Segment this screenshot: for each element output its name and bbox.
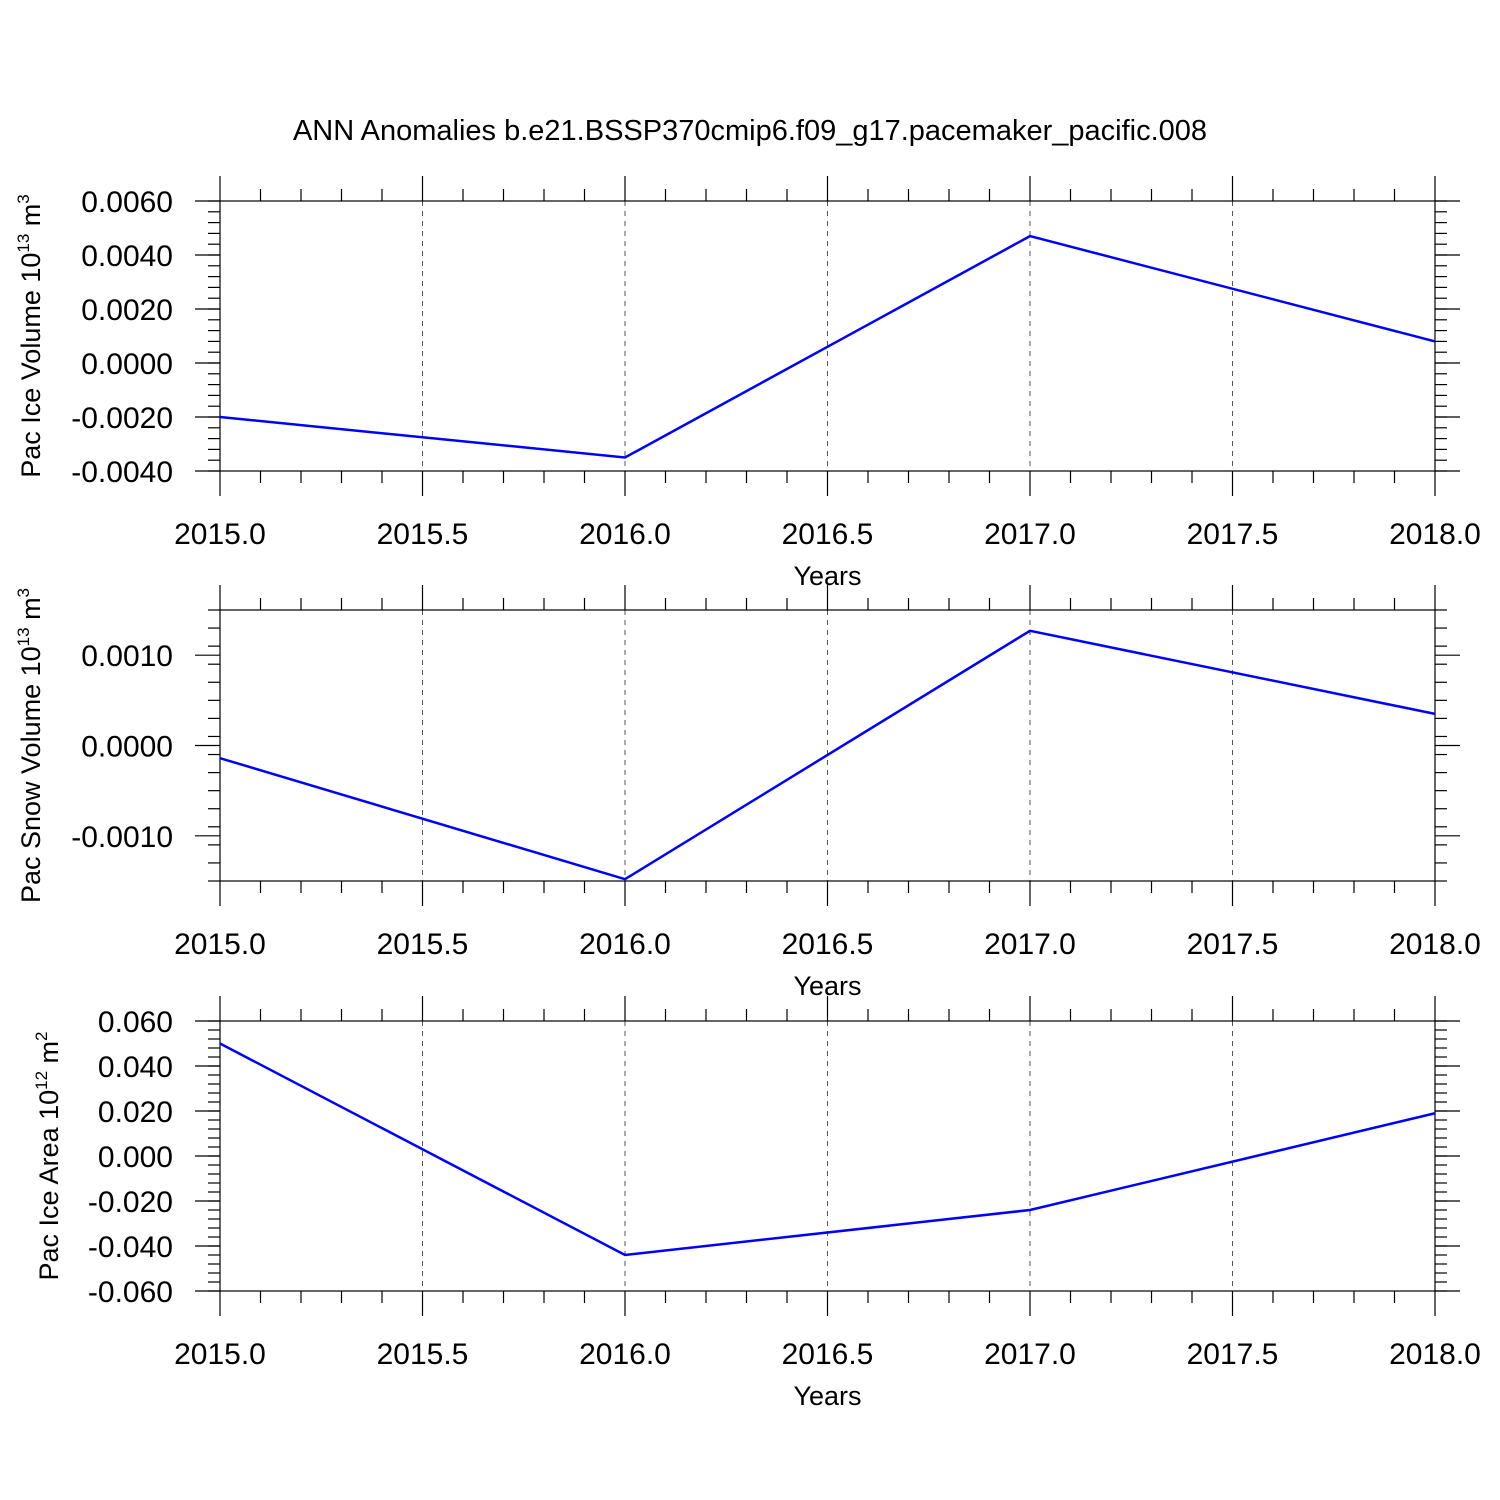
y-tick-label: 0.0060 bbox=[81, 186, 173, 219]
y-tick-label: -0.040 bbox=[88, 1231, 173, 1264]
y-axis-title: Pac Snow Volume 1013 m3 bbox=[14, 588, 46, 903]
series-line-1 bbox=[219, 629, 1436, 881]
y-tick-label: -0.060 bbox=[88, 1276, 173, 1309]
y-tick-label: -0.0020 bbox=[71, 402, 173, 435]
chart-panel-3: 2015.0 2015.5 2016.0 2016.5 2017.0 2017.5 2018… bbox=[32, 996, 1481, 1411]
x-tick-label: 2015.0 bbox=[174, 518, 266, 551]
x-tick-label: 2015.0 bbox=[174, 928, 266, 961]
y-tick-label: 0.0020 bbox=[81, 294, 173, 327]
x-axis-title: Years bbox=[793, 1381, 861, 1411]
x-tick-label: 2018.0 bbox=[1389, 1338, 1481, 1371]
chart-panel-1: 2015.0 2015.5 2016.0 2016.5 2017.0 2017.5 2018… bbox=[14, 176, 1481, 591]
x-tick-label: 2017.5 bbox=[1187, 518, 1279, 551]
series-line-1 bbox=[219, 234, 1436, 459]
x-tick-label: 2015.5 bbox=[377, 1338, 469, 1371]
y-tick-label: -0.020 bbox=[88, 1186, 173, 1219]
x-tick-label: 2016.5 bbox=[782, 928, 874, 961]
y-tick-label: -0.0010 bbox=[71, 821, 173, 854]
x-tick-label: 2016.0 bbox=[579, 928, 671, 961]
chart-panel-2: 2015.0 2015.5 2016.0 2016.5 2017.0 2017.5 2018… bbox=[14, 585, 1481, 1001]
y-tick-label: 0.000 bbox=[98, 1141, 173, 1174]
y-tick-label: 0.0000 bbox=[81, 731, 173, 764]
x-tick-label: 2018.0 bbox=[1389, 518, 1481, 551]
x-tick-label: 2017.5 bbox=[1187, 928, 1279, 961]
x-tick-label: 2017.0 bbox=[984, 518, 1076, 551]
x-tick-label: 2017.5 bbox=[1187, 1338, 1279, 1371]
x-tick-label: 2016.5 bbox=[782, 1338, 874, 1371]
x-tick-label: 2016.5 bbox=[782, 518, 874, 551]
y-axis-title: Pac Ice Volume 1013 m3 bbox=[14, 194, 46, 478]
x-tick-label: 2015.0 bbox=[174, 1338, 266, 1371]
y-tick-label: 0.040 bbox=[98, 1051, 173, 1084]
x-tick-label: 2015.5 bbox=[377, 518, 469, 551]
x-tick-label: 2016.0 bbox=[579, 518, 671, 551]
chart-title: ANN Anomalies b.e21.BSSP370cmip6.f09_g17… bbox=[293, 115, 1207, 147]
y-tick-label: 0.0010 bbox=[81, 640, 173, 673]
series-line-1 bbox=[219, 1042, 1436, 1257]
chart-panels: 2015.0 2015.5 2016.0 2016.5 2017.0 2017.5 2018… bbox=[14, 176, 1481, 1411]
y-tick-label: 0.020 bbox=[98, 1096, 173, 1129]
x-tick-label: 2018.0 bbox=[1389, 928, 1481, 961]
x-tick-label: 2017.0 bbox=[984, 1338, 1076, 1371]
x-tick-label: 2016.0 bbox=[579, 1338, 671, 1371]
x-tick-label: 2017.0 bbox=[984, 928, 1076, 961]
y-tick-label: 0.0000 bbox=[81, 348, 173, 381]
y-axis-title: Pac Ice Area 1012 m2 bbox=[32, 1031, 64, 1280]
y-tick-label: 0.060 bbox=[98, 1006, 173, 1039]
y-tick-label: 0.0040 bbox=[81, 240, 173, 273]
y-tick-label: -0.0040 bbox=[71, 456, 173, 489]
x-tick-label: 2015.5 bbox=[377, 928, 469, 961]
